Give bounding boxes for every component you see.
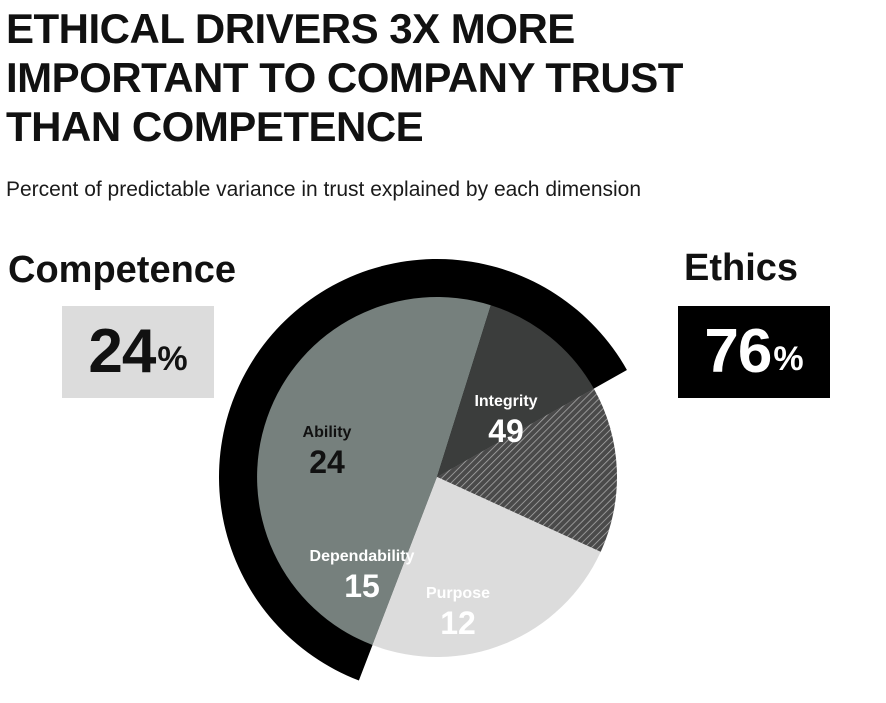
chart-subtitle: Percent of predictable variance in trust…	[6, 178, 642, 201]
slice-label-integrity: Integrity	[474, 393, 537, 410]
slice-label-dependability: Dependability	[310, 548, 415, 565]
ethics-percent-value: 76	[704, 317, 772, 386]
pie-slice-purpose	[437, 305, 594, 477]
pie-slice-integrity	[257, 297, 491, 646]
pie-slice-dependability	[437, 388, 617, 552]
slice-label-ability: Ability	[303, 424, 352, 441]
slice-value-ability: 24	[309, 444, 345, 480]
competence-percent-unit: %	[157, 340, 188, 378]
competence-label: Competence	[8, 249, 237, 291]
ethics-label: Ethics	[684, 247, 799, 289]
slice-value-purpose: 12	[440, 605, 476, 641]
competence-percent-box: 24 %	[62, 306, 214, 398]
ethics-percent-box: 76 %	[678, 306, 830, 398]
title-line-3: THAN COMPETENCE	[6, 103, 424, 150]
ethics-percent-unit: %	[773, 340, 804, 378]
chart-title: ETHICAL DRIVERS 3X MORE IMPORTANT TO COM…	[6, 4, 866, 151]
title-line-2: IMPORTANT TO COMPANY TRUST	[6, 54, 683, 101]
pie-slices	[257, 297, 617, 657]
pie-slice-ability	[372, 477, 601, 657]
pie-labels: Integrity 49 Purpose 12 Dependability 15 Abili…	[303, 393, 538, 641]
slice-label-purpose: Purpose	[426, 585, 490, 602]
slice-value-integrity: 49	[488, 413, 524, 449]
slice-value-dependability: 15	[344, 568, 380, 604]
title-line-1: ETHICAL DRIVERS 3X MORE	[6, 5, 575, 52]
competence-percent-value: 24	[88, 317, 156, 386]
